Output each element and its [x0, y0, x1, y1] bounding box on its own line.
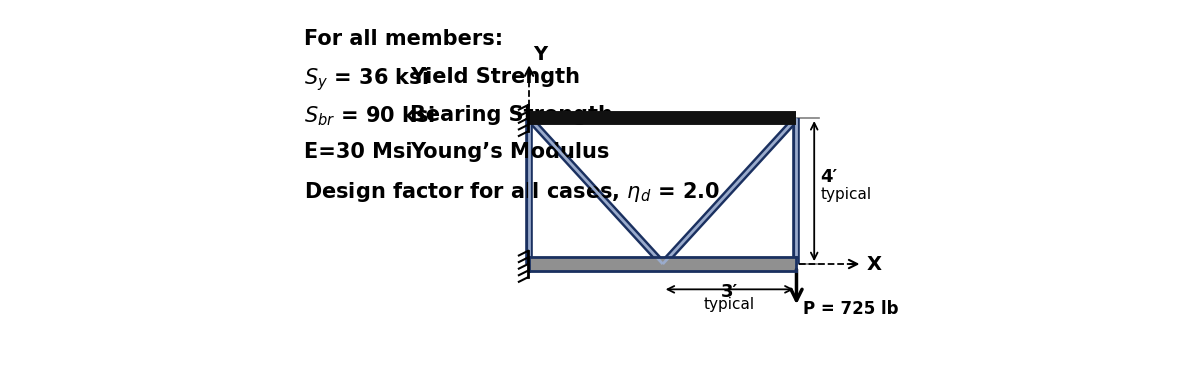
Text: $S_{br}$ = 90 ksi: $S_{br}$ = 90 ksi: [304, 105, 434, 128]
Text: Young’s Modulus: Young’s Modulus: [410, 142, 610, 163]
Text: typical: typical: [821, 187, 871, 202]
Polygon shape: [529, 257, 797, 271]
Text: Yield Strength: Yield Strength: [410, 67, 580, 86]
Text: X: X: [866, 254, 881, 273]
Text: For all members:: For all members:: [304, 29, 503, 49]
Text: Design factor for all cases, $\eta_d$ = 2.0: Design factor for all cases, $\eta_d$ = …: [304, 180, 720, 205]
Text: 3′: 3′: [721, 283, 738, 301]
Text: P = 725 lb: P = 725 lb: [803, 300, 898, 318]
Text: E=30 Msi: E=30 Msi: [304, 142, 413, 163]
Text: Bearing Strength: Bearing Strength: [410, 105, 613, 124]
Text: Y: Y: [533, 45, 547, 64]
Text: typical: typical: [704, 296, 755, 311]
Text: 4′: 4′: [821, 168, 838, 186]
Text: $S_y$ = 36 ksi: $S_y$ = 36 ksi: [304, 67, 428, 93]
